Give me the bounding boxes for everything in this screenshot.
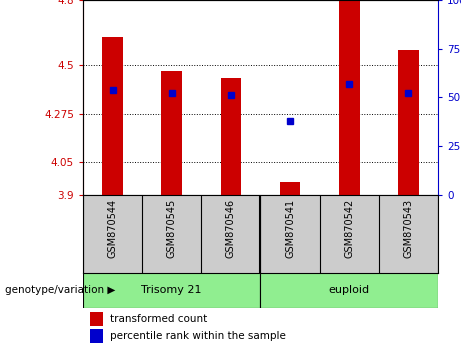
Text: percentile rank within the sample: percentile rank within the sample bbox=[110, 331, 286, 341]
Text: euploid: euploid bbox=[329, 285, 370, 295]
Bar bbox=[90, 312, 103, 326]
Bar bbox=[260, 273, 438, 308]
Text: GSM870542: GSM870542 bbox=[344, 199, 354, 258]
Text: genotype/variation ▶: genotype/variation ▶ bbox=[5, 285, 115, 295]
Text: GSM870544: GSM870544 bbox=[107, 199, 118, 258]
Bar bbox=[339, 0, 360, 195]
Bar bbox=[220, 78, 241, 195]
Bar bbox=[90, 329, 103, 343]
Bar bbox=[102, 37, 123, 195]
Bar bbox=[280, 182, 301, 195]
Text: transformed count: transformed count bbox=[110, 314, 207, 324]
Text: GSM870543: GSM870543 bbox=[403, 199, 414, 258]
Text: GSM870541: GSM870541 bbox=[285, 199, 295, 258]
Bar bbox=[83, 273, 260, 308]
Text: Trisomy 21: Trisomy 21 bbox=[142, 285, 202, 295]
Bar bbox=[398, 50, 419, 195]
Text: GSM870545: GSM870545 bbox=[167, 199, 177, 258]
Bar bbox=[161, 72, 182, 195]
Text: GSM870546: GSM870546 bbox=[226, 199, 236, 258]
